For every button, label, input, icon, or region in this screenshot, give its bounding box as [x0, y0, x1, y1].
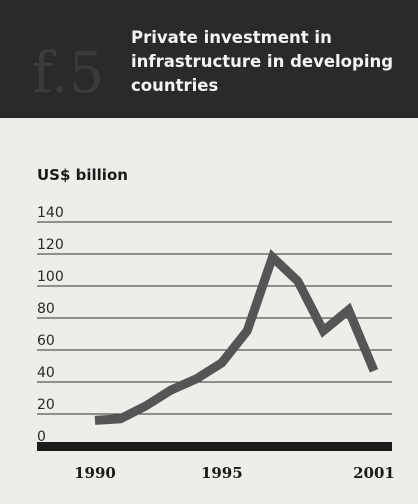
x-tick-label: 2001: [353, 464, 395, 482]
y-tick-label: 140: [37, 205, 64, 221]
figure-number: f.5: [32, 41, 105, 106]
y-tick-label: 120: [37, 237, 64, 253]
y-tick-label: 20: [37, 397, 55, 413]
figure-header: f.5 Private investment in infrastructure…: [0, 0, 418, 118]
investment-series-line: [94, 249, 379, 425]
y-tick-label: 80: [37, 301, 55, 317]
y-tick-label: 40: [37, 365, 55, 381]
y-tick-label: 60: [37, 333, 55, 349]
x-tick-label: 1990: [74, 464, 116, 482]
chart-title: Private investment in infrastructure in …: [131, 28, 394, 95]
x-tick-label: 1995: [201, 464, 243, 482]
y-axis-label: US$ billion: [37, 166, 128, 184]
x-axis-baseline: [37, 442, 392, 451]
y-tick-label: 0: [37, 429, 46, 445]
y-tick-label: 100: [37, 269, 64, 285]
